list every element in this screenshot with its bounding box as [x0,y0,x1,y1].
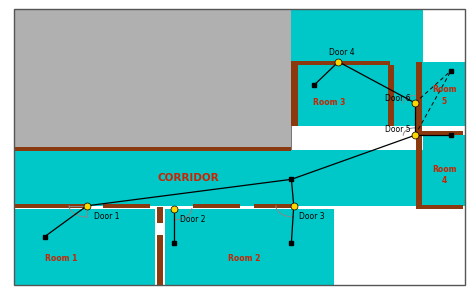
Bar [291,62,385,126]
Bar [157,235,163,285]
Text: Room 2: Room 2 [228,254,260,263]
Bar [14,209,155,285]
Text: CORRIDOR: CORRIDOR [157,173,219,183]
Bar [14,9,291,168]
Bar [291,65,298,126]
Bar [416,131,463,135]
Bar [14,150,423,206]
Bar [103,204,150,208]
Text: 5: 5 [442,97,446,106]
Bar [291,61,390,65]
Bar [423,62,465,126]
Bar [254,204,296,208]
Bar [164,209,334,285]
Bar [193,204,240,208]
Text: Door 3: Door 3 [299,212,325,220]
Text: Door 6: Door 6 [385,94,411,103]
Text: Room 1: Room 1 [45,254,77,263]
Bar [14,204,85,208]
Text: Door 1: Door 1 [94,212,119,220]
Text: Room: Room [432,165,456,173]
Bar [423,135,465,206]
Text: Door 2: Door 2 [180,215,205,223]
Text: Room 3: Room 3 [313,98,345,107]
Bar [291,9,423,126]
Text: Door 5: Door 5 [385,125,411,134]
Text: Room: Room [432,85,456,94]
Bar [388,65,394,126]
Bar [416,205,463,209]
Text: 4: 4 [441,176,447,185]
Bar [416,62,422,126]
Bar [157,207,163,223]
Text: Door 4: Door 4 [329,49,355,57]
Bar [416,126,422,206]
Bar [416,68,422,118]
Bar [14,147,291,151]
